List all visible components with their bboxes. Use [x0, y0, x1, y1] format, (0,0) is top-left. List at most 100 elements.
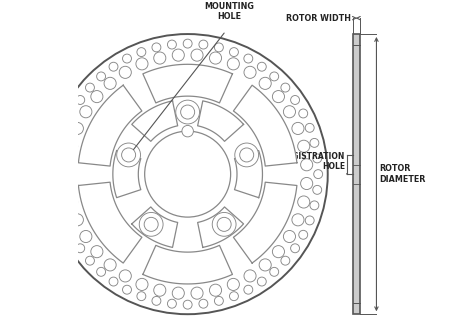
Circle shape: [182, 126, 193, 137]
Circle shape: [291, 96, 300, 105]
Circle shape: [257, 277, 266, 286]
Circle shape: [123, 54, 131, 63]
Circle shape: [56, 138, 65, 147]
Circle shape: [313, 185, 322, 194]
Circle shape: [54, 185, 63, 194]
Circle shape: [183, 39, 192, 48]
Circle shape: [172, 287, 184, 299]
Text: ROTOR
DIAMETER: ROTOR DIAMETER: [379, 164, 425, 184]
Circle shape: [61, 216, 70, 225]
Circle shape: [228, 58, 239, 70]
Circle shape: [212, 212, 236, 236]
Circle shape: [167, 299, 176, 308]
Circle shape: [97, 72, 106, 81]
Circle shape: [136, 278, 148, 291]
Circle shape: [299, 109, 308, 118]
Circle shape: [63, 177, 75, 189]
Circle shape: [270, 268, 279, 276]
Circle shape: [109, 62, 118, 71]
Polygon shape: [143, 245, 232, 284]
Circle shape: [122, 148, 136, 162]
Circle shape: [299, 230, 308, 239]
Circle shape: [240, 148, 254, 162]
Circle shape: [183, 300, 192, 309]
Circle shape: [310, 138, 319, 147]
Text: MOUNTING
HOLE: MOUNTING HOLE: [204, 2, 254, 21]
Circle shape: [97, 268, 106, 276]
Circle shape: [244, 285, 253, 294]
Circle shape: [154, 284, 166, 296]
Polygon shape: [113, 151, 141, 198]
Circle shape: [144, 217, 158, 231]
Circle shape: [283, 230, 295, 242]
Circle shape: [65, 196, 78, 208]
Circle shape: [145, 131, 231, 217]
Circle shape: [91, 245, 103, 258]
Circle shape: [109, 277, 118, 286]
Circle shape: [191, 287, 203, 299]
Text: ROTOR WIDTH: ROTOR WIDTH: [286, 14, 351, 23]
Circle shape: [210, 52, 221, 64]
Circle shape: [310, 201, 319, 210]
Circle shape: [214, 296, 223, 305]
Circle shape: [68, 109, 76, 118]
Circle shape: [85, 83, 94, 92]
Polygon shape: [198, 101, 244, 141]
Circle shape: [301, 177, 313, 189]
Circle shape: [136, 58, 148, 70]
Polygon shape: [233, 85, 297, 166]
Circle shape: [199, 40, 208, 49]
Circle shape: [80, 230, 92, 242]
Circle shape: [244, 54, 253, 63]
Circle shape: [229, 48, 238, 56]
Circle shape: [61, 123, 70, 132]
Circle shape: [235, 143, 259, 167]
Circle shape: [313, 154, 322, 163]
Circle shape: [270, 72, 279, 81]
Circle shape: [291, 244, 300, 253]
Circle shape: [228, 278, 239, 291]
Polygon shape: [233, 182, 297, 263]
Circle shape: [214, 43, 223, 52]
Circle shape: [47, 34, 328, 314]
Circle shape: [257, 62, 266, 71]
Circle shape: [172, 49, 184, 61]
Circle shape: [76, 96, 85, 105]
Circle shape: [152, 43, 161, 52]
Circle shape: [119, 66, 131, 78]
Circle shape: [301, 159, 313, 171]
Circle shape: [210, 284, 221, 296]
Circle shape: [71, 214, 83, 226]
Circle shape: [65, 140, 78, 152]
Circle shape: [85, 256, 94, 265]
Polygon shape: [235, 151, 263, 198]
Circle shape: [191, 49, 203, 61]
Circle shape: [53, 170, 62, 179]
Circle shape: [298, 196, 310, 208]
Circle shape: [154, 52, 166, 64]
Circle shape: [152, 296, 161, 305]
Circle shape: [229, 292, 238, 301]
Circle shape: [281, 83, 290, 92]
Circle shape: [273, 91, 284, 103]
Circle shape: [139, 212, 163, 236]
Circle shape: [71, 122, 83, 135]
Circle shape: [137, 48, 146, 56]
Circle shape: [119, 270, 131, 282]
Circle shape: [181, 105, 195, 119]
Circle shape: [305, 216, 314, 225]
Polygon shape: [78, 85, 142, 166]
Circle shape: [117, 143, 140, 167]
Circle shape: [68, 230, 76, 239]
Circle shape: [56, 201, 65, 210]
Circle shape: [54, 154, 63, 163]
Circle shape: [123, 285, 131, 294]
Circle shape: [281, 256, 290, 265]
Circle shape: [104, 77, 116, 90]
Circle shape: [273, 245, 284, 258]
Circle shape: [292, 214, 304, 226]
Polygon shape: [198, 207, 244, 247]
Circle shape: [314, 170, 323, 179]
Circle shape: [80, 106, 92, 118]
Bar: [353, 34, 360, 314]
